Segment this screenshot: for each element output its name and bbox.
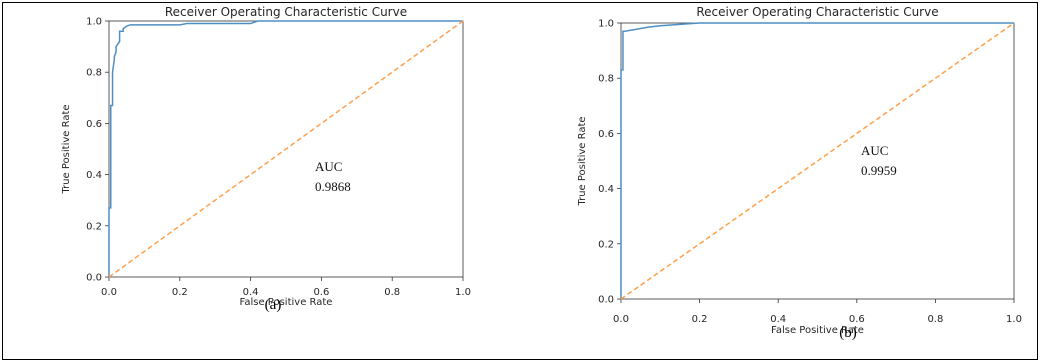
roc-curve-line xyxy=(108,20,463,277)
y-tick-label: 1.0 xyxy=(598,19,614,30)
y-tick-label: 0.0 xyxy=(86,273,102,284)
roc-curve-line xyxy=(620,22,1014,299)
y-tick-label: 0.6 xyxy=(598,129,614,140)
auc-value: 0.9868 xyxy=(315,179,351,194)
x-axis-label: False Positive Rate xyxy=(240,297,333,308)
chart-title: Receiver Operating Characteristic Curve xyxy=(165,5,407,19)
panel-caption: (b) xyxy=(839,325,857,341)
y-tick-label: 1.0 xyxy=(86,17,102,28)
x-tick-label: 0.4 xyxy=(770,314,786,325)
x-axis-label: False Positive Rate xyxy=(771,325,864,336)
roc-chart-b-svg: Receiver Operating Characteristic Curve 0… xyxy=(577,5,1022,341)
x-tick-label: 0.8 xyxy=(384,287,400,298)
y-axis-label: True Positive Rate xyxy=(577,116,588,206)
roc-chart-a: Receiver Operating Characteristic Curve 0… xyxy=(3,3,523,359)
y-tick-label: 0.2 xyxy=(598,239,614,250)
auc-value: 0.9959 xyxy=(861,163,897,178)
x-tick-label: 0.0 xyxy=(613,314,629,325)
y-tick-label: 0.4 xyxy=(598,184,614,195)
x-tick-label: 0.0 xyxy=(101,287,117,298)
auc-label: AUC xyxy=(861,143,888,158)
y-tick-label: 0.8 xyxy=(598,74,614,85)
y-tick-label: 0.6 xyxy=(86,119,102,130)
y-axis-label: True Positive Rate xyxy=(61,104,72,194)
chance-diagonal-line xyxy=(620,22,1015,300)
auc-label: AUC xyxy=(315,159,342,174)
x-tick-label: 0.2 xyxy=(172,287,188,298)
y-tick-label: 0.4 xyxy=(86,170,102,181)
x-tick-label: 1.0 xyxy=(455,287,471,298)
y-tick-label: 0.0 xyxy=(598,295,614,306)
x-tick-label: 0.6 xyxy=(849,314,865,325)
roc-chart-a-svg: Receiver Operating Characteristic Curve 0… xyxy=(61,5,471,313)
panel-caption: (a) xyxy=(265,297,282,313)
x-tick-label: 0.6 xyxy=(313,287,329,298)
x-tick-label: 0.2 xyxy=(692,314,708,325)
chart-title: Receiver Operating Characteristic Curve xyxy=(696,5,938,19)
x-tick-label: 0.4 xyxy=(243,287,259,298)
y-tick-label: 0.2 xyxy=(86,221,102,232)
y-tick-label: 0.8 xyxy=(86,68,102,79)
x-tick-label: 1.0 xyxy=(1006,314,1022,325)
roc-chart-b: Receiver Operating Characteristic Curve 0… xyxy=(523,3,1037,359)
x-tick-label: 0.8 xyxy=(927,314,943,325)
chance-diagonal-line xyxy=(108,20,464,278)
